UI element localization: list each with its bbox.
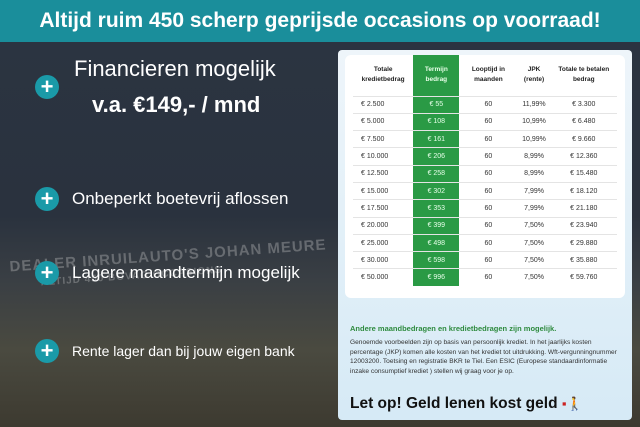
- table-cell: € 302: [413, 181, 460, 200]
- column-header: Looptijd in maanden: [471, 66, 506, 84]
- table-cell: € 206: [413, 147, 460, 166]
- table-cell: € 35.880: [550, 251, 617, 269]
- table-cell: 60: [459, 164, 518, 183]
- table-cell: € 399: [413, 216, 460, 235]
- finance-panel: Totale kredietbedrag Termijn bedrag Loopti…: [338, 50, 632, 420]
- table-cell: 7,50%: [517, 268, 551, 287]
- table-cell: 8,99%: [517, 164, 551, 183]
- table-cell: 60: [459, 199, 518, 218]
- table-cell: 7,99%: [517, 181, 551, 200]
- table-cell: € 50.000: [353, 268, 414, 287]
- table-cell: 60: [459, 216, 518, 235]
- table-cell: 60: [459, 251, 518, 269]
- table-cell: € 5.000: [353, 112, 414, 131]
- table-cell: € 29.880: [550, 233, 617, 252]
- finance-table: Totale kredietbedrag Termijn bedrag Loopti…: [353, 55, 617, 287]
- table-cell: 60: [459, 233, 518, 252]
- warning-label: Let op! Geld lenen kost geld: [350, 395, 558, 412]
- table-cell: 11,99%: [517, 95, 551, 114]
- table-row: € 5.000 € 108 60 10,99% € 6.480: [353, 112, 617, 131]
- table-row: € 30.000 € 598 60 7,50% € 35.880: [353, 251, 617, 269]
- column-header: Termijn bedrag: [413, 55, 460, 96]
- table-cell: € 23.940: [550, 216, 617, 235]
- table-cell: € 20.000: [353, 216, 414, 235]
- table-cell: 7,50%: [517, 251, 551, 269]
- table-cell: € 161: [413, 130, 460, 148]
- feature-financing: Financieren mogelijk: [74, 56, 276, 81]
- table-cell: € 17.500: [353, 199, 414, 218]
- table-cell: 60: [459, 147, 518, 166]
- table-cell: € 3.300: [550, 95, 617, 114]
- table-cell: € 18.120: [550, 181, 617, 200]
- table-cell: 10,99%: [517, 130, 551, 148]
- table-cell: 7,50%: [517, 233, 551, 252]
- table-cell: € 21.180: [550, 199, 617, 218]
- table-row: € 20.000 € 399 60 7,50% € 23.940: [353, 216, 617, 235]
- table-cell: € 498: [413, 233, 460, 252]
- table-cell: 60: [459, 268, 518, 287]
- table-row: € 25.000 € 498 60 7,50% € 29.880: [353, 233, 617, 252]
- plus-icon: +: [35, 187, 59, 211]
- table-cell: € 25.000: [353, 233, 414, 252]
- finance-table-card: Totale kredietbedrag Termijn bedrag Loopti…: [345, 55, 625, 298]
- feature-lower-term: Lagere maandtermijn mogelijk: [72, 263, 300, 282]
- table-cell: € 598: [413, 251, 460, 269]
- table-cell: 60: [459, 130, 518, 148]
- plus-icon: +: [35, 261, 59, 285]
- table-cell: € 12.360: [550, 147, 617, 166]
- table-cell: € 9.660: [550, 130, 617, 148]
- table-cell: € 55: [413, 95, 460, 114]
- table-cell: € 2.500: [353, 95, 414, 114]
- column-header: Totale kredietbedrag: [361, 66, 405, 84]
- top-banner: Altijd ruim 450 scherp geprijsde occasio…: [0, 0, 640, 42]
- table-cell: € 6.480: [550, 112, 617, 131]
- table-cell: 7,99%: [517, 199, 551, 218]
- table-cell: € 996: [413, 268, 460, 287]
- table-row: € 15.000 € 302 60 7,99% € 18.120: [353, 181, 617, 200]
- table-cell: 10,99%: [517, 112, 551, 131]
- table-cell: € 10.000: [353, 147, 414, 166]
- table-cell: 8,99%: [517, 147, 551, 166]
- walking-person-with-ball-and-chain-icon: ▪🚶: [561, 396, 583, 411]
- plus-icon: +: [35, 75, 59, 99]
- warning-text: Let op! Geld lenen kost geld ▪🚶: [350, 395, 583, 413]
- table-row: € 12.500 € 258 60 8,99% € 15.480: [353, 164, 617, 183]
- column-header: JPK (rente): [523, 66, 545, 84]
- table-cell: € 59.760: [550, 268, 617, 287]
- table-cell: € 108: [413, 112, 460, 131]
- table-cell: € 15.000: [353, 181, 414, 200]
- table-row: € 10.000 € 206 60 8,99% € 12.360: [353, 147, 617, 166]
- table-row: € 17.500 € 353 60 7,99% € 21.180: [353, 199, 617, 218]
- table-cell: € 15.480: [550, 164, 617, 183]
- table-cell: 7,50%: [517, 216, 551, 235]
- table-cell: € 7.500: [353, 130, 414, 148]
- column-header: Totale te betalen bedrag: [558, 66, 610, 84]
- feature-repay: Onbeperkt boetevrij aflossen: [72, 189, 289, 208]
- table-cell: € 353: [413, 199, 460, 218]
- table-row: € 7.500 € 161 60 10,99% € 9.660: [353, 130, 617, 148]
- note-heading: Andere maandbedragen en kredietbedragen …: [350, 324, 557, 333]
- table-cell: € 30.000: [353, 251, 414, 269]
- table-cell: 60: [459, 112, 518, 131]
- table-row: € 2.500 € 55 60 11,99% € 3.300: [353, 95, 617, 114]
- table-cell: € 258: [413, 164, 460, 183]
- plus-icon: +: [35, 339, 59, 363]
- table-row: € 50.000 € 996 60 7,50% € 59.760: [353, 268, 617, 287]
- table-cell: 60: [459, 95, 518, 114]
- table-cell: € 12.500: [353, 164, 414, 183]
- feature-rate: Rente lager dan bij jouw eigen bank: [72, 343, 295, 359]
- feature-financing-price: v.a. €149,- / mnd: [92, 92, 261, 117]
- note-body: Genoemde voorbeelden zijn op basis van p…: [350, 339, 617, 375]
- table-cell: 60: [459, 181, 518, 200]
